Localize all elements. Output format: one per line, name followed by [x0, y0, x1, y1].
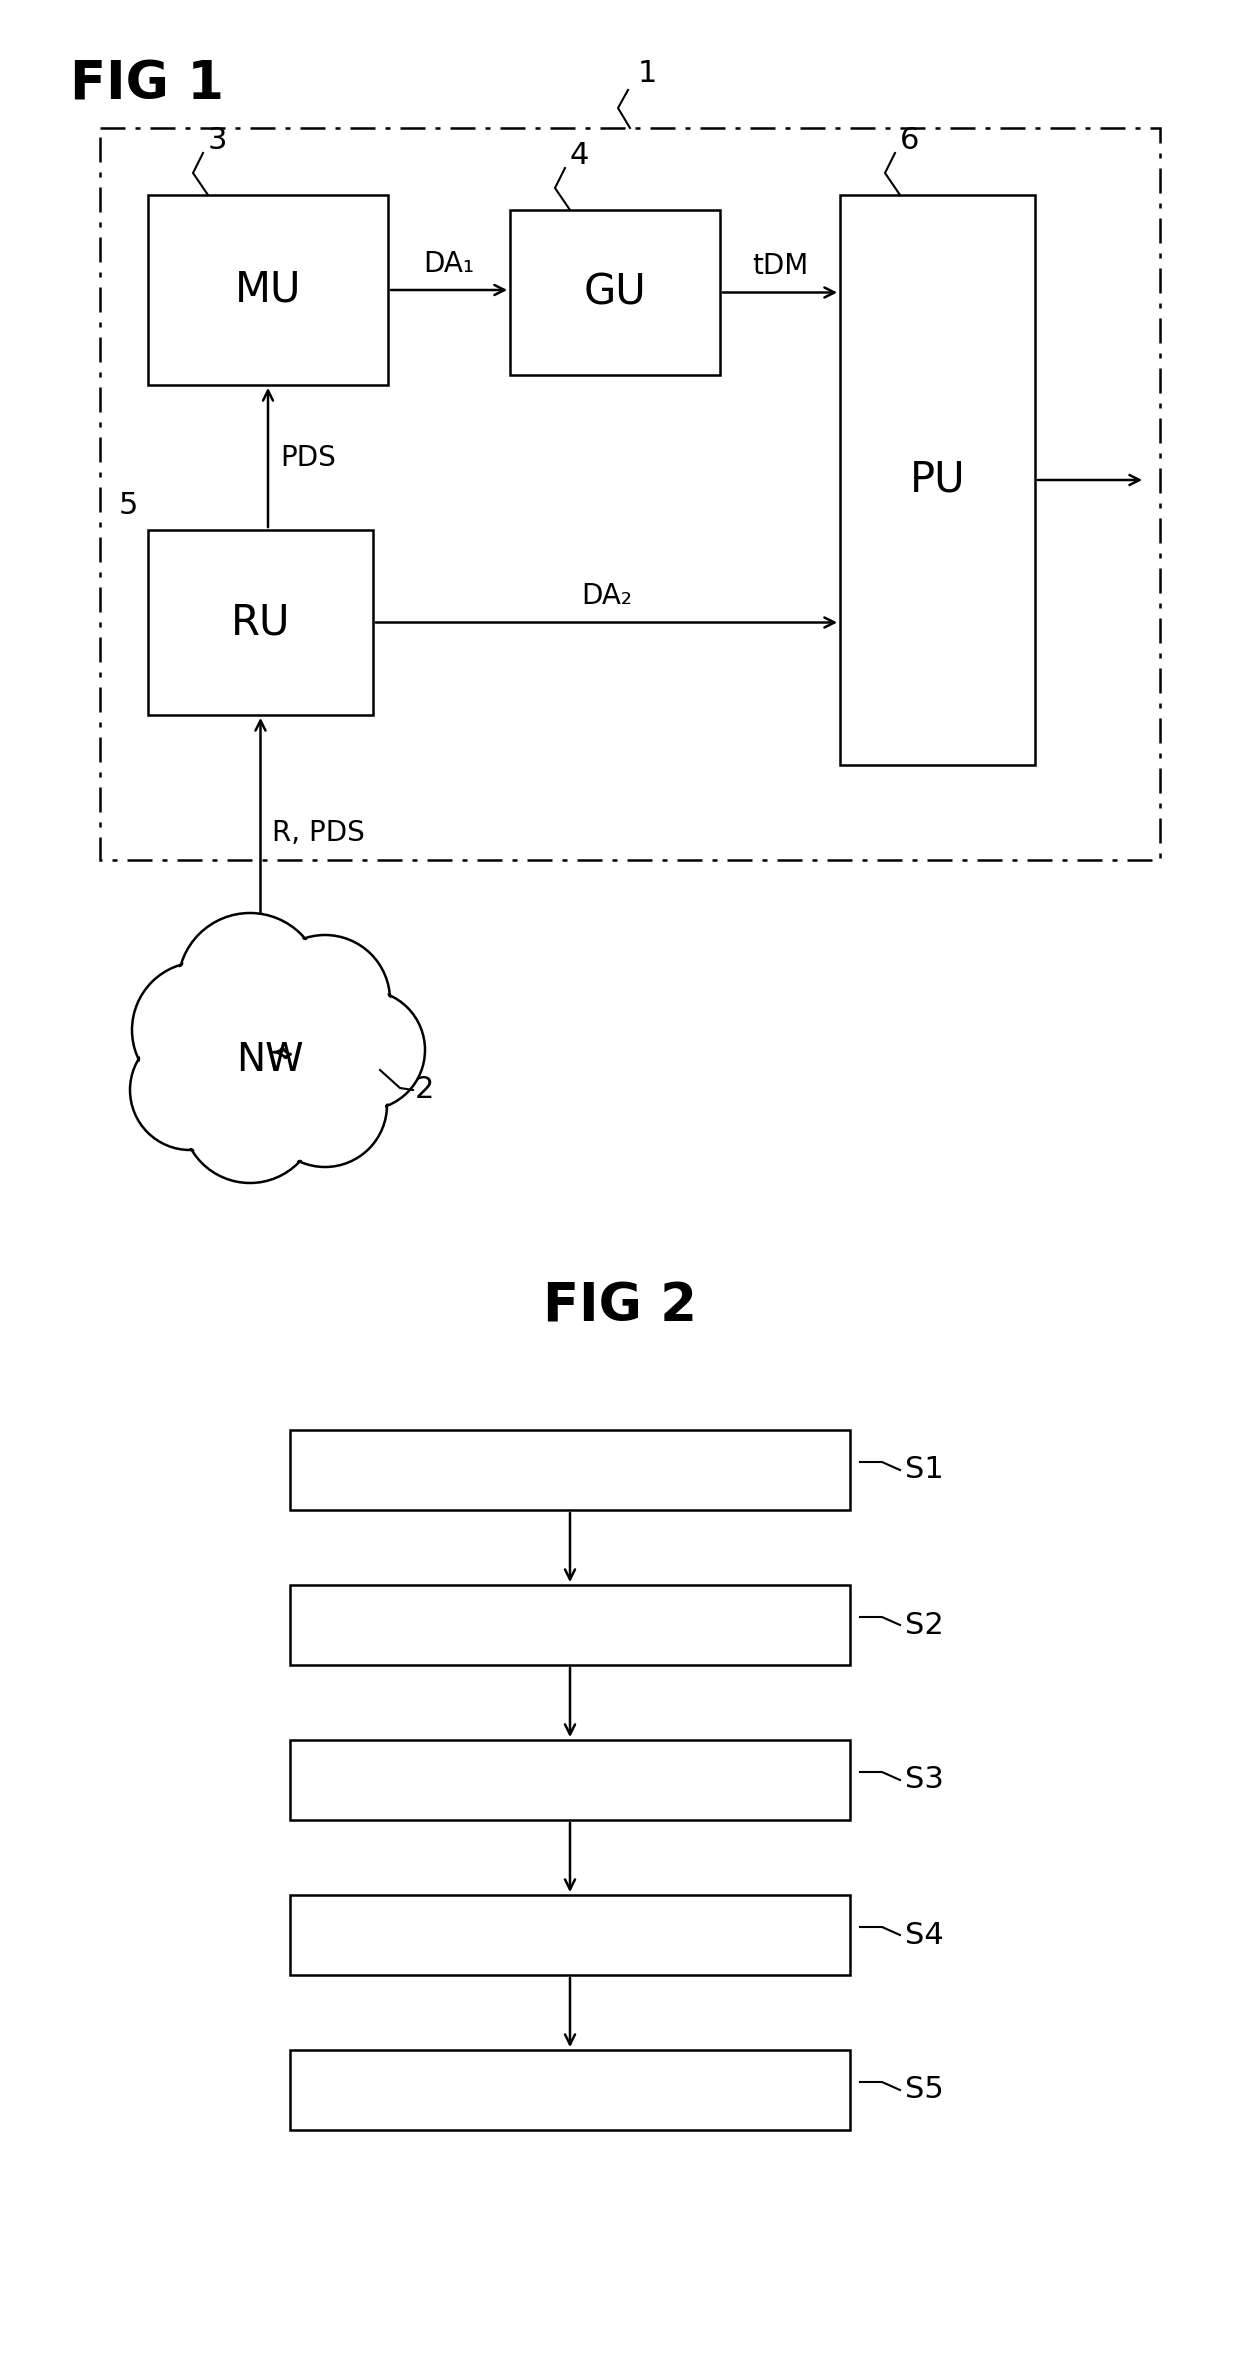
Text: FIG 1: FIG 1 — [69, 59, 224, 111]
Text: 1: 1 — [639, 59, 657, 87]
Text: 6: 6 — [900, 125, 919, 156]
Text: PDS: PDS — [280, 444, 336, 470]
Text: NW: NW — [236, 1040, 304, 1078]
Text: DA₂: DA₂ — [582, 582, 632, 610]
Text: S1: S1 — [905, 1456, 944, 1485]
Circle shape — [305, 991, 425, 1111]
FancyBboxPatch shape — [290, 1430, 849, 1511]
Text: FIG 2: FIG 2 — [543, 1279, 697, 1331]
Circle shape — [130, 1031, 250, 1149]
Circle shape — [182, 1047, 317, 1182]
Text: 4: 4 — [570, 142, 589, 170]
Circle shape — [135, 965, 265, 1095]
Circle shape — [131, 962, 268, 1097]
Text: RU: RU — [231, 600, 290, 643]
FancyBboxPatch shape — [148, 194, 388, 385]
Circle shape — [265, 1045, 384, 1165]
Text: 2: 2 — [415, 1076, 434, 1104]
FancyBboxPatch shape — [290, 2050, 849, 2130]
FancyBboxPatch shape — [290, 1896, 849, 1974]
Text: PU: PU — [910, 459, 965, 501]
Circle shape — [308, 993, 423, 1106]
Text: tDM: tDM — [751, 253, 808, 281]
Circle shape — [263, 1043, 387, 1168]
Circle shape — [260, 936, 391, 1066]
FancyBboxPatch shape — [148, 530, 373, 714]
Text: S4: S4 — [905, 1920, 944, 1950]
Text: MU: MU — [234, 269, 301, 312]
Text: DA₁: DA₁ — [424, 251, 475, 279]
Text: S2: S2 — [905, 1610, 944, 1641]
FancyBboxPatch shape — [290, 1584, 849, 1664]
Text: R, PDS: R, PDS — [273, 818, 366, 846]
Circle shape — [185, 1050, 315, 1180]
Text: S5: S5 — [905, 2076, 944, 2104]
Circle shape — [263, 939, 387, 1061]
Circle shape — [179, 913, 322, 1057]
Text: 5: 5 — [119, 492, 138, 520]
FancyBboxPatch shape — [510, 210, 720, 376]
Text: 3: 3 — [208, 125, 227, 156]
Circle shape — [133, 1033, 247, 1147]
FancyBboxPatch shape — [839, 194, 1035, 766]
Text: S3: S3 — [905, 1766, 944, 1794]
Circle shape — [181, 915, 320, 1054]
FancyBboxPatch shape — [290, 1740, 849, 1820]
Text: GU: GU — [584, 272, 646, 314]
